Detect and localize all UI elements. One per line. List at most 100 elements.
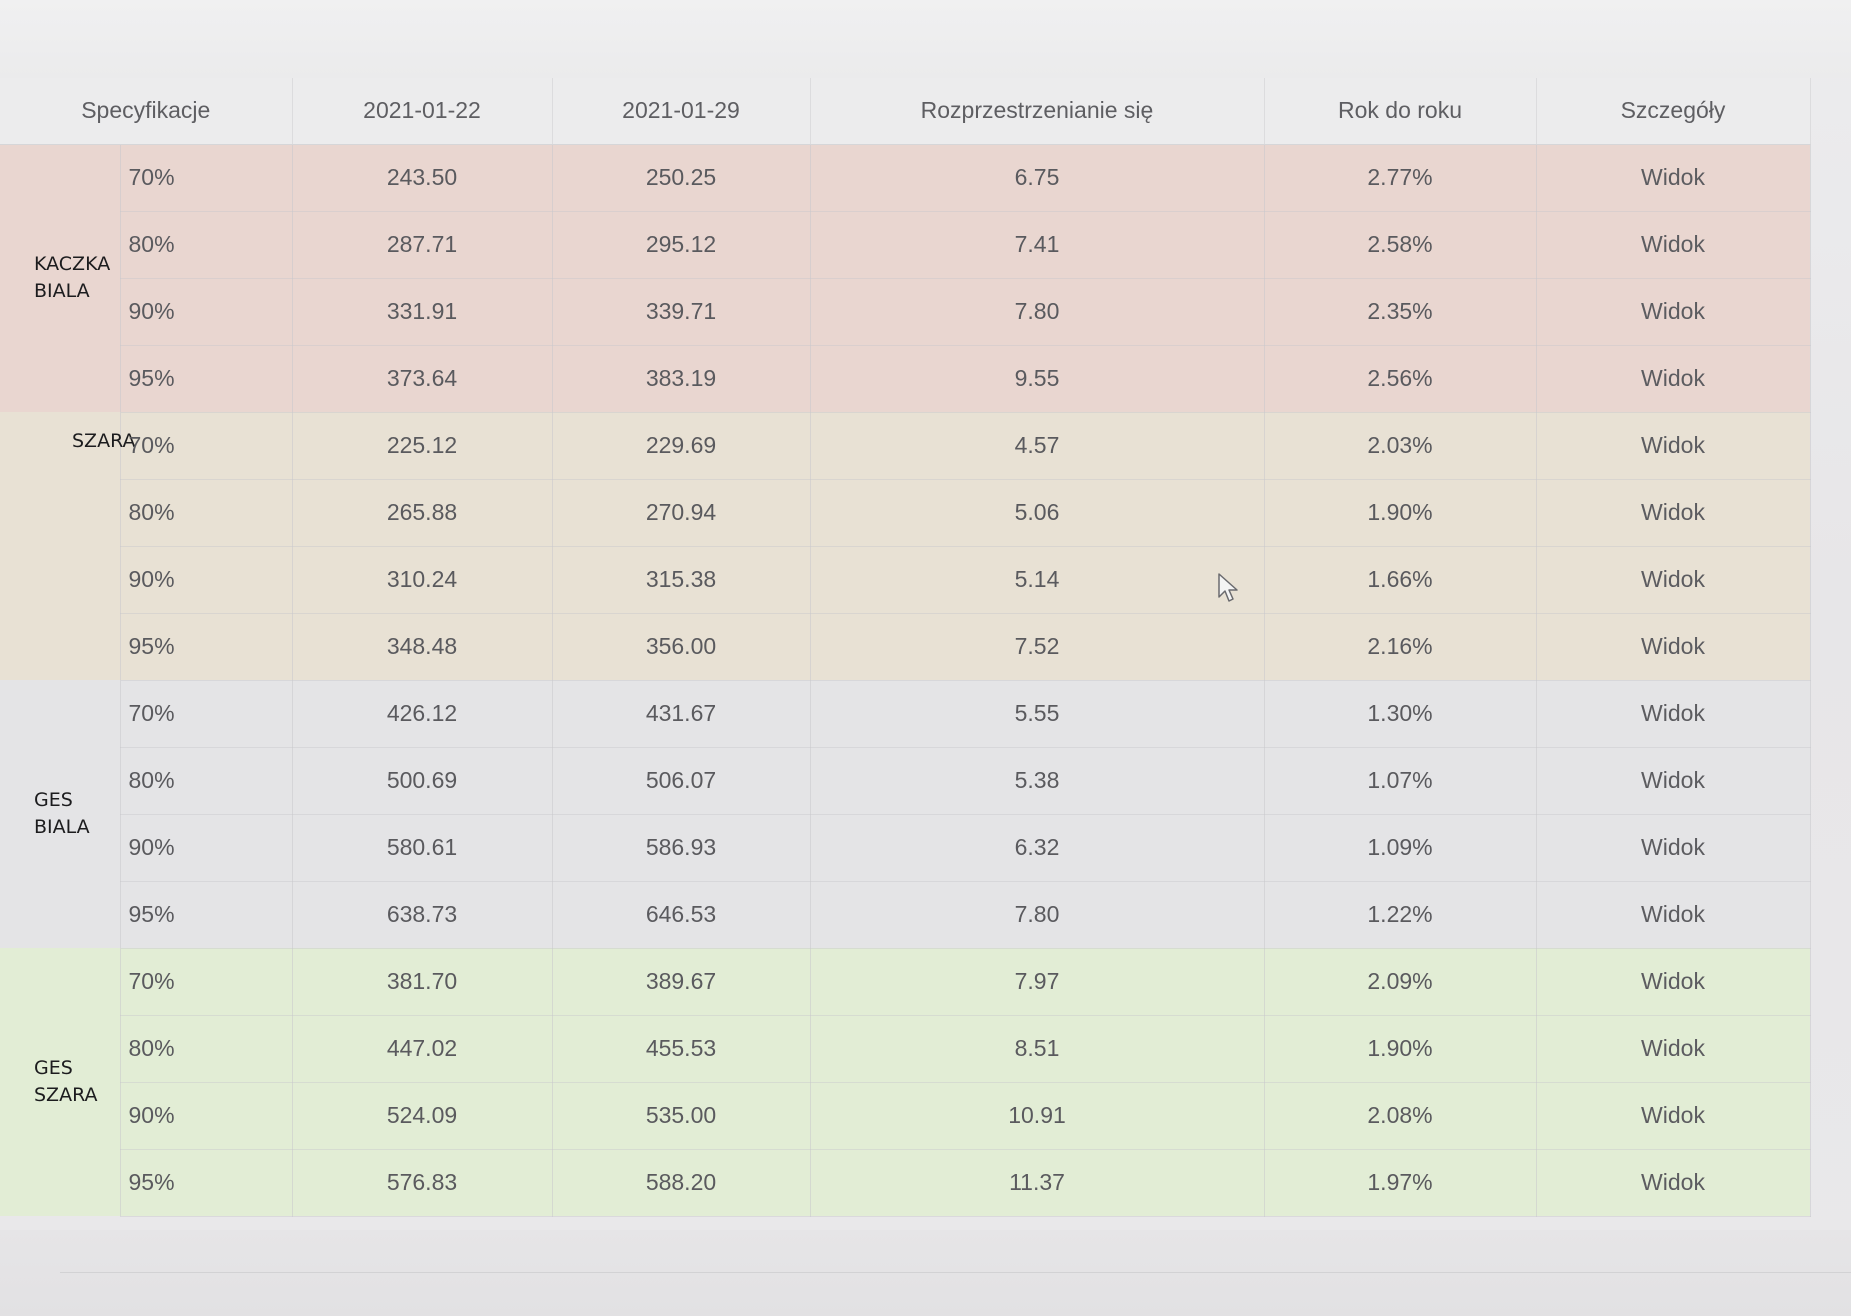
- mouse-pointer-icon: [1218, 573, 1238, 602]
- table-row: 80% 287.71 295.12 7.41 2.58% Widok: [0, 211, 1811, 279]
- price-2021-01-22: 243.50: [292, 144, 553, 212]
- price-2021-01-29: 535.00: [552, 1082, 811, 1150]
- group-label-line: GES: [34, 789, 73, 811]
- details-link[interactable]: Widok: [1536, 613, 1811, 681]
- spec-value: 90%: [120, 546, 293, 614]
- header-date-2[interactable]: 2021-01-29: [552, 78, 811, 145]
- table-body: KACZKA BIALA 70% 243.50 250.25 6.75 2.77% Widok…: [0, 144, 1811, 1217]
- table-row: 80% 447.02 455.53 8.51 1.90% Widok: [0, 1015, 1811, 1083]
- spec-value: 95%: [120, 881, 293, 949]
- spread-value: 5.06: [810, 479, 1265, 547]
- bottom-margin: [0, 1230, 1851, 1316]
- yoy-value: 1.90%: [1264, 1015, 1537, 1083]
- spread-value: 5.14: [810, 546, 1265, 614]
- yoy-value: 2.03%: [1264, 412, 1537, 480]
- group-label-line: BIALA: [34, 816, 90, 838]
- spec-value: 95%: [120, 345, 293, 413]
- price-table: Specyfikacje 2021-01-22 2021-01-29 Rozpr…: [0, 78, 1811, 1217]
- price-2021-01-22: 310.24: [292, 546, 553, 614]
- group-label-szara: SZARA: [0, 412, 136, 680]
- price-2021-01-29: 339.71: [552, 278, 811, 346]
- spec-value: 95%: [120, 1149, 293, 1217]
- spread-value: 6.32: [810, 814, 1265, 882]
- yoy-value: 1.09%: [1264, 814, 1537, 882]
- yoy-value: 2.77%: [1264, 144, 1537, 212]
- yoy-value: 2.08%: [1264, 1082, 1537, 1150]
- price-2021-01-22: 576.83: [292, 1149, 553, 1217]
- spec-value: 80%: [120, 479, 293, 547]
- price-2021-01-29: 270.94: [552, 479, 811, 547]
- details-link[interactable]: Widok: [1536, 144, 1811, 212]
- table-row: 95% 576.83 588.20 11.37 1.97% Widok: [0, 1149, 1811, 1217]
- price-2021-01-29: 356.00: [552, 613, 811, 681]
- group-label-line: SZARA: [34, 1084, 98, 1106]
- details-link[interactable]: Widok: [1536, 479, 1811, 547]
- group-label-line: SZARA: [72, 430, 136, 452]
- table-row: SZARA 70% 225.12 229.69 4.57 2.03% Widok: [0, 412, 1811, 680]
- price-2021-01-22: 348.48: [292, 613, 553, 681]
- group-label-line: KACZKA: [34, 253, 111, 276]
- price-2021-01-29: 455.53: [552, 1015, 811, 1083]
- price-2021-01-22: 373.64: [292, 345, 553, 413]
- table-row: 90% 580.61 586.93 6.32 1.09% Widok: [0, 814, 1811, 882]
- details-link[interactable]: Widok: [1536, 1015, 1811, 1083]
- spread-value: 11.37: [810, 1149, 1265, 1217]
- header-spec[interactable]: Specyfikacje: [0, 78, 293, 145]
- details-link[interactable]: Widok: [1536, 278, 1811, 346]
- price-2021-01-22: 447.02: [292, 1015, 553, 1083]
- group-label-kaczka-biala: KACZKA BIALA: [0, 144, 121, 412]
- spread-value: 10.91: [810, 1082, 1265, 1150]
- details-link[interactable]: Widok: [1536, 948, 1811, 1016]
- table-row: 90% 524.09 535.00 10.91 2.08% Widok: [0, 1082, 1811, 1150]
- price-2021-01-29: 315.38: [552, 546, 811, 614]
- group-label-line: BIALA: [34, 280, 90, 303]
- yoy-value: 1.30%: [1264, 680, 1537, 748]
- table-row: 80% 500.69 506.07 5.38 1.07% Widok: [0, 747, 1811, 815]
- header-spread[interactable]: Rozprzestrzenianie się: [810, 78, 1265, 145]
- header-yoy[interactable]: Rok do roku: [1264, 78, 1537, 145]
- price-2021-01-29: 588.20: [552, 1149, 811, 1217]
- price-2021-01-29: 389.67: [552, 948, 811, 1016]
- price-2021-01-29: 383.19: [552, 345, 811, 413]
- details-link[interactable]: Widok: [1536, 881, 1811, 949]
- spec-value: 80%: [120, 747, 293, 815]
- price-2021-01-29: 506.07: [552, 747, 811, 815]
- top-margin: [0, 0, 1851, 78]
- spec-value: 70%: [120, 144, 293, 212]
- yoy-value: 1.22%: [1264, 881, 1537, 949]
- details-link[interactable]: Widok: [1536, 680, 1811, 748]
- price-2021-01-22: 265.88: [292, 479, 553, 547]
- spread-value: 4.57: [810, 412, 1265, 480]
- price-2021-01-22: 381.70: [292, 948, 553, 1016]
- details-link[interactable]: Widok: [1536, 412, 1811, 480]
- table-row: KACZKA BIALA 70% 243.50 250.25 6.75 2.77% Widok: [0, 144, 1811, 412]
- group-label-ges-biala: GES BIALA: [0, 680, 121, 948]
- yoy-value: 2.58%: [1264, 211, 1537, 279]
- spec-value: 80%: [120, 211, 293, 279]
- spec-value: 70%: [120, 680, 293, 748]
- price-2021-01-29: 229.69: [552, 412, 811, 480]
- price-2021-01-22: 287.71: [292, 211, 553, 279]
- price-2021-01-22: 580.61: [292, 814, 553, 882]
- header-date-1[interactable]: 2021-01-22: [292, 78, 553, 145]
- spread-value: 6.75: [810, 144, 1265, 212]
- details-link[interactable]: Widok: [1536, 814, 1811, 882]
- yoy-value: 2.16%: [1264, 613, 1537, 681]
- price-2021-01-22: 426.12: [292, 680, 553, 748]
- details-link[interactable]: Widok: [1536, 345, 1811, 413]
- details-link[interactable]: Widok: [1536, 747, 1811, 815]
- spread-value: 7.97: [810, 948, 1265, 1016]
- details-link[interactable]: Widok: [1536, 1149, 1811, 1217]
- details-link[interactable]: Widok: [1536, 546, 1811, 614]
- details-link[interactable]: Widok: [1536, 211, 1811, 279]
- spec-value: 70%: [120, 948, 293, 1016]
- price-2021-01-22: 225.12: [292, 412, 553, 480]
- spread-value: 9.55: [810, 345, 1265, 413]
- details-link[interactable]: Widok: [1536, 1082, 1811, 1150]
- spec-value: 90%: [120, 278, 293, 346]
- table-row: 80% 265.88 270.94 5.06 1.90% Widok: [0, 479, 1811, 547]
- table-row: GES SZARA 70% 381.70 389.67 7.97 2.09% Widok: [0, 948, 1811, 1216]
- yoy-value: 1.07%: [1264, 747, 1537, 815]
- yoy-value: 1.66%: [1264, 546, 1537, 614]
